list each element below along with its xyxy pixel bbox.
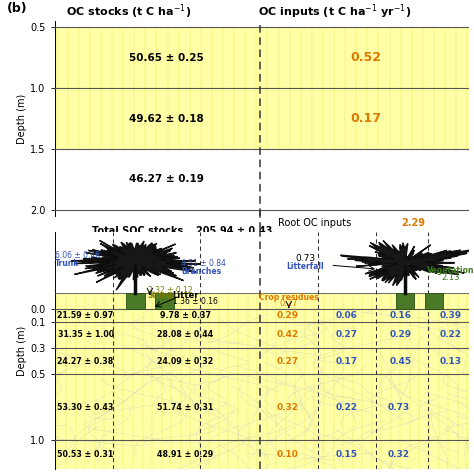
Text: 0.27: 0.27 [336,330,358,339]
Text: 0.10: 0.10 [277,450,299,459]
Text: 48.91 ± 0.29: 48.91 ± 0.29 [157,450,213,459]
Text: 49.62 ± 0.18: 49.62 ± 0.18 [129,113,204,124]
Text: 205.94 ± 0.43: 205.94 ± 0.43 [196,227,272,237]
Bar [55,322,469,348]
Text: 0.39: 0.39 [439,311,462,319]
Text: (b): (b) [7,2,28,15]
Text: Litter: Litter [173,291,199,300]
Bar [55,309,469,322]
Text: 0.45: 0.45 [390,357,412,366]
Text: 0.22: 0.22 [336,403,358,412]
Text: 51.74 ± 0.31: 51.74 ± 0.31 [157,403,213,412]
Text: 0.42: 0.42 [277,330,299,339]
Text: 46.27 ± 0.19: 46.27 ± 0.19 [129,174,204,184]
Text: Total OC inputs: Total OC inputs [279,235,352,245]
Text: 31.35 ± 1.00: 31.35 ± 1.00 [57,330,114,339]
Text: 0.73: 0.73 [388,403,410,412]
Text: 2.29: 2.29 [401,218,425,228]
Text: 6.06 ± 0.48: 6.06 ± 0.48 [55,252,100,260]
Text: 0.29: 0.29 [390,330,412,339]
Text: 24.27 ± 0.38: 24.27 ± 0.38 [57,357,114,366]
Y-axis label: Depth (m): Depth (m) [18,326,27,376]
Bar [396,293,414,309]
Text: 50.65 ± 0.25: 50.65 ± 0.25 [129,53,204,63]
Text: Total SOC stocks: Total SOC stocks [92,227,183,237]
Text: 2.13: 2.13 [441,273,460,282]
Text: Trunk: Trunk [55,259,79,268]
Bar [55,293,469,309]
Text: 0.27: 0.27 [277,357,299,366]
Text: OC inputs (t C ha$^{-1}$ yr$^{-1}$): OC inputs (t C ha$^{-1}$ yr$^{-1}$) [258,2,411,21]
Text: 0.06: 0.06 [336,311,358,319]
Text: 21.59 ± 0.97: 21.59 ± 0.97 [57,311,114,319]
Text: 28.08 ± 0.44: 28.08 ± 0.44 [157,330,213,339]
Text: 0.22: 0.22 [439,330,462,339]
Text: OC stocks (t C ha$^{-1}$): OC stocks (t C ha$^{-1}$) [66,2,191,21]
Text: 0.17: 0.17 [350,112,381,125]
Bar [425,293,443,309]
Text: 0.32: 0.32 [277,403,299,412]
Bar [55,27,469,88]
Text: 0.16: 0.16 [390,311,412,319]
Bar [126,293,145,309]
Text: 0.32: 0.32 [388,450,410,459]
Text: Vegetation: Vegetation [427,266,474,275]
Text: Stump: Stump [148,291,176,300]
Text: 50.53 ± 0.31: 50.53 ± 0.31 [57,450,114,459]
Text: Root OC inputs: Root OC inputs [279,218,352,228]
Text: Branches: Branches [181,267,221,276]
Polygon shape [71,240,201,290]
Text: 24.09 ± 0.32: 24.09 ± 0.32 [157,357,213,366]
Y-axis label: Depth (m): Depth (m) [18,93,27,144]
Text: 0.29: 0.29 [277,311,299,319]
Text: 0.73: 0.73 [295,254,316,263]
Text: 9.78 ± 0.37: 9.78 ± 0.37 [160,311,210,319]
Text: 53.30 ± 0.43: 53.30 ± 0.43 [57,403,114,412]
Text: Litterfall: Litterfall [287,262,324,271]
Text: 0.52: 0.52 [350,51,381,64]
Text: 0.13: 0.13 [439,357,462,366]
Text: 1.36 ± 0.16: 1.36 ± 0.16 [173,297,218,306]
Bar [55,348,469,374]
Polygon shape [341,240,471,286]
Text: 2.69: 2.69 [401,235,425,245]
Text: Crop residues: Crop residues [259,293,319,302]
Bar [55,440,469,469]
Bar [55,374,469,440]
Text: 0.15: 0.15 [336,450,358,459]
Text: 0.17: 0.17 [336,357,358,366]
Text: 2.32 ± 0.12: 2.32 ± 0.12 [148,285,192,294]
Bar [55,88,469,149]
Text: 0.27: 0.27 [280,299,298,308]
Bar [155,293,173,309]
Text: 4.51 ± 0.84: 4.51 ± 0.84 [181,259,226,268]
